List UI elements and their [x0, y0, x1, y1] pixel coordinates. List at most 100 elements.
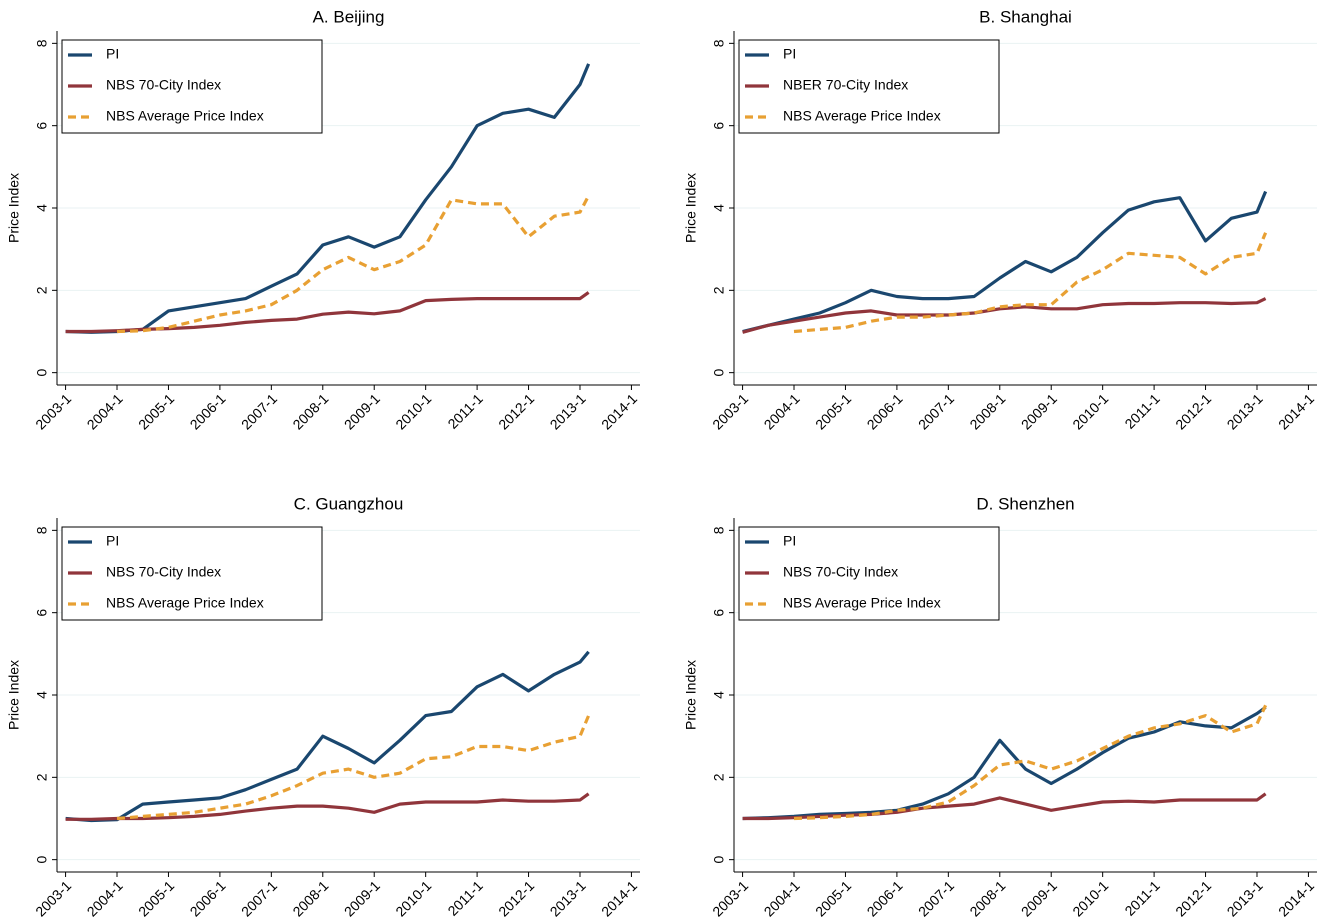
x-tick-label: 2006-1 [186, 877, 228, 919]
panel-title: B. Shanghai [979, 7, 1072, 26]
y-tick-label: 0 [34, 369, 50, 377]
x-tick-label: 2014-1 [1275, 877, 1317, 919]
legend-label: PI [783, 46, 796, 62]
x-tick-label: 2014-1 [1275, 390, 1317, 432]
series-line [65, 792, 590, 821]
x-tick-label: 2011-1 [444, 877, 486, 919]
x-tick-label: 2006-1 [863, 877, 905, 919]
y-tick-label: 2 [711, 286, 727, 294]
series-line [65, 650, 590, 823]
legend: PI NBER 70-City Index NBS Average Price In… [738, 39, 1000, 134]
series-line [793, 232, 1268, 334]
series-line [742, 706, 1267, 821]
series-line [742, 190, 1268, 334]
x-tick-label: 2014-1 [598, 877, 640, 919]
x-tick-label: 2011-1 [444, 390, 486, 432]
x-tick-label: 2005-1 [135, 877, 177, 919]
y-tick-label: 8 [34, 526, 50, 534]
y-tick-label: 2 [711, 773, 727, 781]
x-tick-label: 2012-1 [495, 390, 537, 432]
x-tick-label: 2006-1 [186, 390, 228, 432]
x-tick-label: 2007-1 [915, 390, 957, 432]
legend-label: NBS Average Price Index [783, 108, 941, 124]
x-tick-label: 2009-1 [1018, 390, 1060, 432]
x-tick-label: 2007-1 [238, 877, 280, 919]
legend-label: NBER 70-City Index [783, 77, 908, 93]
x-tick-label: 2011-1 [1121, 877, 1163, 919]
legend-label: PI [106, 46, 119, 62]
y-axis-label: Price Index [683, 173, 699, 243]
x-tick-label: 2010-1 [1069, 390, 1111, 432]
x-tick-label: 2009-1 [341, 877, 383, 919]
y-tick-label: 0 [34, 856, 50, 864]
y-tick-label: 2 [34, 286, 50, 294]
panel-title: C. Guangzhou [294, 494, 404, 513]
y-axis-label: Price Index [6, 173, 22, 243]
legend-box [738, 39, 1000, 134]
legend: PI NBS 70-City Index NBS Average Price Ind… [61, 39, 323, 134]
legend-label: NBS Average Price Index [106, 595, 264, 611]
x-tick-label: 2003-1 [32, 877, 74, 919]
x-tick-label: 2005-1 [812, 390, 854, 432]
y-tick-label: 4 [34, 691, 50, 699]
legend-box [738, 526, 1000, 621]
y-tick-label: 2 [34, 773, 50, 781]
y-tick-label: 0 [711, 369, 727, 377]
legend-box [61, 526, 323, 621]
x-tick-label: 2007-1 [238, 390, 280, 432]
panel-title: A. Beijing [313, 7, 385, 26]
x-tick-label: 2013-1 [1224, 390, 1266, 432]
legend-box [61, 39, 323, 134]
y-tick-label: 6 [34, 122, 50, 130]
x-tick-label: 2013-1 [547, 390, 589, 432]
x-tick-label: 2004-1 [84, 877, 126, 919]
x-tick-label: 2006-1 [863, 390, 905, 432]
panel: C. Guangzhou 0 2 4 6 8 2003-1 2004-1 2005-1 2006-… [6, 494, 641, 919]
y-tick-label: 8 [711, 39, 727, 47]
panel: B. Shanghai 0 2 4 6 8 2003-1 2004-1 2005-1 2006-1… [683, 7, 1318, 432]
x-tick-label: 2012-1 [1172, 877, 1214, 919]
y-axis-label: Price Index [683, 660, 699, 730]
y-axis-label: Price Index [6, 660, 22, 730]
x-tick-label: 2013-1 [1224, 877, 1266, 919]
legend: PI NBS 70-City Index NBS Average Price Ind… [61, 526, 323, 621]
y-tick-label: 4 [711, 204, 727, 212]
x-tick-label: 2010-1 [392, 877, 434, 919]
legend-label: NBS Average Price Index [106, 108, 264, 124]
series-line [65, 291, 590, 334]
series-line [793, 704, 1268, 821]
series-line [742, 297, 1267, 334]
panel-title: D. Shenzhen [976, 494, 1074, 513]
x-tick-label: 2004-1 [761, 390, 803, 432]
x-tick-label: 2005-1 [135, 390, 177, 432]
y-tick-label: 0 [711, 856, 727, 864]
x-tick-label: 2010-1 [1069, 877, 1111, 919]
x-tick-label: 2008-1 [966, 390, 1008, 432]
x-tick-label: 2012-1 [495, 877, 537, 919]
x-tick-label: 2009-1 [341, 390, 383, 432]
x-tick-label: 2008-1 [966, 877, 1008, 919]
x-tick-label: 2011-1 [1121, 390, 1163, 432]
legend-label: NBS 70-City Index [106, 564, 221, 580]
legend-label: PI [106, 533, 119, 549]
series-line [116, 194, 591, 334]
x-tick-label: 2005-1 [812, 877, 854, 919]
legend-label: NBS Average Price Index [783, 595, 941, 611]
legend: PI NBS 70-City Index NBS Average Price Ind… [738, 526, 1000, 621]
x-tick-label: 2012-1 [1172, 390, 1214, 432]
y-tick-label: 6 [711, 609, 727, 617]
y-tick-label: 6 [34, 609, 50, 617]
y-tick-label: 6 [711, 122, 727, 130]
x-tick-label: 2004-1 [84, 390, 126, 432]
x-tick-label: 2003-1 [709, 390, 751, 432]
series-line [65, 63, 591, 334]
x-tick-label: 2004-1 [761, 877, 803, 919]
panel: D. Shenzhen 0 2 4 6 8 2003-1 2004-1 2005-1 2006-1… [683, 494, 1318, 919]
x-tick-label: 2008-1 [289, 390, 331, 432]
series-line [742, 792, 1267, 821]
y-tick-label: 8 [711, 526, 727, 534]
y-tick-label: 4 [34, 204, 50, 212]
legend-label: NBS 70-City Index [783, 564, 898, 580]
